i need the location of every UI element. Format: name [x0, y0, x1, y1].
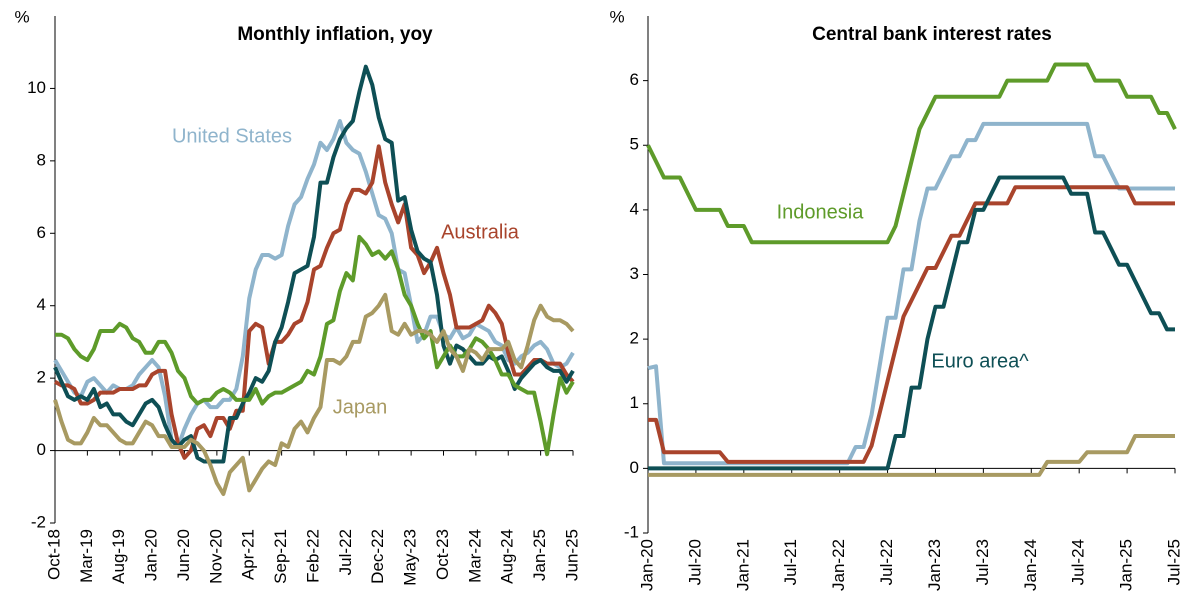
y-tick-label: 2 [37, 368, 46, 387]
x-tick-label: Apr-21 [239, 529, 258, 580]
x-tick-label: Mar-24 [465, 529, 484, 583]
series-line [648, 185, 1175, 464]
x-tick-label: Aug-19 [109, 529, 128, 584]
y-tick-label: 5 [630, 135, 639, 154]
x-tick-label: Jun-20 [174, 529, 193, 581]
y-tick-label: -2 [31, 512, 46, 531]
y-axis-label: % [14, 7, 29, 26]
chart-title: Central bank interest rates [812, 24, 1052, 45]
series-line [647, 121, 1175, 466]
x-tick-label: Mar-19 [77, 529, 96, 583]
series-line [55, 234, 575, 457]
series-line [53, 64, 575, 464]
x-tick-label: Jul-20 [685, 539, 704, 585]
x-tick-label: Nov-20 [206, 529, 225, 584]
series-line [646, 62, 1177, 245]
y-tick-label: 2 [630, 329, 639, 348]
x-tick-label: Sep-21 [271, 529, 290, 584]
x-tick-label: Jun-25 [562, 529, 581, 581]
x-tick-label: Jul-23 [973, 539, 992, 585]
y-tick-label: 4 [630, 199, 639, 218]
x-tick-label: Jul-24 [1069, 539, 1088, 585]
series-label: United States [172, 125, 292, 147]
y-tick-label: 1 [630, 393, 639, 412]
series-label: Euro area^ [931, 350, 1029, 372]
x-tick-label: Jan-23 [925, 539, 944, 591]
y-tick-label: 3 [630, 264, 639, 283]
series-line [54, 144, 575, 460]
series-label: Indonesia [777, 201, 865, 223]
x-tick-label: Jan-25 [1117, 539, 1136, 591]
x-tick-label: Jan-20 [142, 529, 161, 581]
x-tick-label: Jul-22 [336, 529, 355, 575]
series-label: Japan [333, 396, 388, 418]
x-tick-label: Aug-24 [498, 529, 517, 584]
x-tick-label: Oct-23 [433, 529, 452, 580]
y-tick-label: 6 [630, 70, 639, 89]
x-tick-label: Jan-20 [637, 539, 656, 591]
x-tick-label: May-23 [401, 529, 420, 586]
x-tick-label: Jul-21 [781, 539, 800, 585]
y-tick-label: 0 [630, 458, 639, 477]
y-axis-label: % [609, 7, 624, 26]
y-tick-label: 4 [37, 295, 46, 314]
series-line [648, 434, 1175, 477]
y-tick-label: 10 [27, 78, 46, 97]
x-tick-label: Oct-18 [44, 529, 63, 580]
y-tick-label: 0 [37, 440, 46, 459]
chart-title: Monthly inflation, yoy [237, 24, 433, 45]
x-tick-label: Feb-22 [303, 529, 322, 583]
series-line [648, 175, 1175, 471]
series-label: Australia [441, 221, 520, 243]
x-tick-label: Jul-25 [1164, 539, 1183, 585]
x-tick-label: Jan-24 [1021, 539, 1040, 591]
y-tick-label: 8 [37, 150, 46, 169]
series-line [53, 119, 575, 449]
x-tick-label: Jan-22 [829, 539, 848, 591]
x-tick-label: Dec-22 [368, 529, 387, 584]
x-tick-label: Jan-25 [530, 529, 549, 581]
x-tick-label: Jan-21 [733, 539, 752, 591]
x-tick-label: Jul-22 [877, 539, 896, 585]
series-line [53, 292, 575, 497]
y-tick-label: 6 [37, 223, 46, 242]
y-tick-label: -1 [624, 522, 639, 541]
